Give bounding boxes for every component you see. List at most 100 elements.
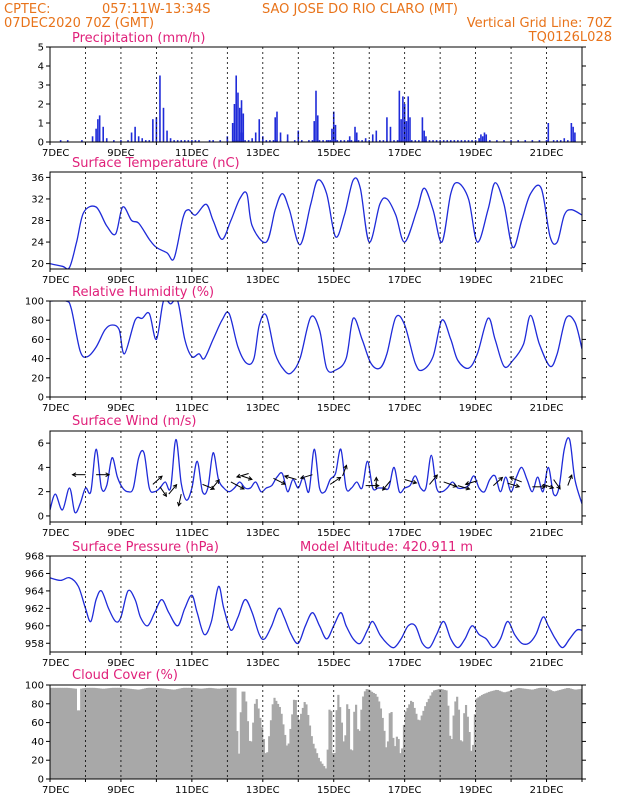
wind-arrow-head [177, 501, 182, 507]
bar [375, 130, 378, 142]
cloud-column [450, 739, 453, 779]
wind-arrow-head [464, 481, 470, 486]
bar [467, 140, 470, 142]
cloud-column [131, 689, 134, 779]
bar [113, 140, 115, 142]
x-tick-label: 7DEC [42, 785, 69, 796]
y-tick-label: 20 [31, 259, 44, 270]
cloud-column [216, 688, 219, 779]
cloud-column [443, 689, 446, 779]
header-vgrid: Vertical Grid Line: 70Z [467, 16, 612, 31]
cloud-column [81, 688, 85, 779]
bar [354, 126, 356, 142]
cloud-column [349, 749, 352, 779]
bar [572, 126, 574, 142]
header-coords: 057:11W-13:34S [102, 2, 210, 17]
cloud-column [335, 710, 338, 779]
cloud-column [505, 691, 508, 779]
panel-frame [49, 430, 583, 523]
bar [464, 140, 466, 142]
cloud-column [276, 703, 280, 779]
bar [176, 140, 179, 142]
cloud-column [521, 688, 524, 779]
cloud-column [227, 687, 230, 779]
bar [240, 100, 243, 142]
bar [301, 140, 303, 142]
x-tick-label: 15DEC [317, 658, 351, 669]
cloud-column [454, 701, 457, 779]
bar [244, 140, 246, 142]
bar [162, 107, 165, 142]
cloud-column [489, 691, 492, 779]
cloud-column [314, 748, 317, 779]
cloud-column [128, 688, 131, 779]
cloud-column [126, 688, 129, 779]
cloud-column [119, 687, 122, 779]
bar [308, 140, 310, 142]
cloud-column [530, 689, 533, 779]
cloud-column [67, 687, 70, 779]
bar [318, 140, 321, 142]
cloud-column [96, 688, 99, 779]
cloud-column [85, 687, 88, 779]
cloud-column [397, 739, 400, 779]
cloud-column [58, 687, 62, 779]
cloud-column [239, 712, 242, 779]
cloud-column [370, 691, 374, 779]
x-tick-label: 13DEC [246, 528, 280, 539]
bar [418, 140, 420, 142]
cloud-column [447, 705, 450, 779]
cloud-column [576, 689, 579, 779]
cloud-column [294, 700, 297, 779]
bar [237, 92, 239, 142]
cloud-column [355, 704, 358, 779]
cloud-column [374, 693, 377, 779]
cloud-column [89, 687, 92, 779]
bar [570, 123, 573, 142]
wind-arrow [284, 475, 297, 481]
bar [238, 107, 241, 142]
x-tick-label: 9DEC [107, 148, 134, 159]
cloud-column [438, 688, 441, 779]
panel-precip: Precipitation (mm/h)7DEC 9DEC 11DEC 13DEC 15… [38, 31, 586, 159]
cloud-column [259, 717, 262, 779]
cloud-column [284, 734, 287, 779]
cloud-column [225, 687, 228, 779]
bar [471, 140, 473, 142]
wind-arrow-head [465, 485, 471, 491]
cloud-column [73, 688, 76, 779]
cloud-column [120, 687, 124, 779]
cloud-column [498, 690, 501, 779]
cloud-column [223, 688, 226, 779]
cloud-column [470, 750, 473, 779]
cloud-column [484, 693, 487, 779]
bar [331, 128, 333, 142]
cloud-column [578, 689, 581, 779]
cloud-column [165, 688, 168, 779]
x-tick-label: 17DEC [388, 528, 422, 539]
bar [134, 126, 136, 142]
y-tick-label: 2 [38, 487, 44, 498]
cloud-column [108, 688, 111, 779]
bar [361, 140, 363, 142]
y-tick-label: 40 [31, 737, 44, 748]
cloud-column [392, 737, 395, 779]
cloud-column [167, 689, 170, 779]
cloud-column [220, 688, 223, 779]
cloud-column [236, 731, 239, 779]
bar [545, 140, 548, 142]
cloud-column [558, 689, 562, 779]
cloud-column [514, 688, 517, 779]
cloud-column [436, 689, 439, 779]
wind-arrow [382, 480, 391, 491]
header-date: 07DEC2020 70Z (GMT) [4, 16, 154, 31]
y-tick-label: 24 [31, 238, 44, 249]
cloud-column [124, 688, 127, 779]
x-tick-label: 7DEC [42, 275, 69, 286]
bar [231, 123, 234, 142]
cloud-column [511, 690, 514, 779]
cloud-column [417, 719, 420, 779]
cloud-column [129, 688, 132, 779]
cloud-column [445, 690, 448, 779]
cloud-column [312, 743, 315, 779]
